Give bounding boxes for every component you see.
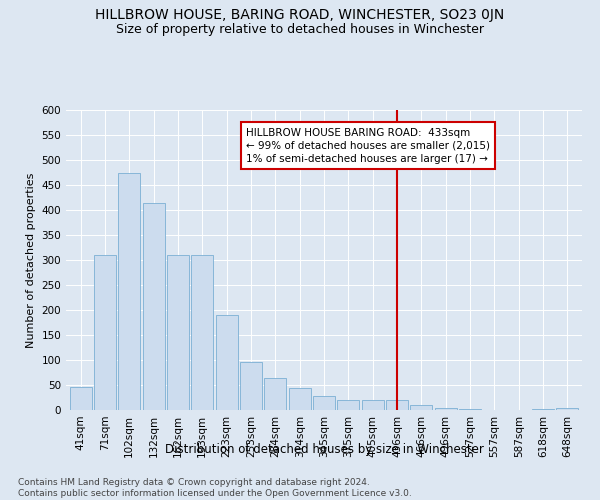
Bar bbox=[94, 255, 116, 410]
Bar bbox=[410, 405, 433, 410]
Bar bbox=[532, 409, 554, 410]
Bar bbox=[191, 255, 213, 410]
Bar bbox=[386, 400, 408, 410]
Bar bbox=[215, 315, 238, 410]
Text: HILLBROW HOUSE, BARING ROAD, WINCHESTER, SO23 0JN: HILLBROW HOUSE, BARING ROAD, WINCHESTER,… bbox=[95, 8, 505, 22]
Text: Distribution of detached houses by size in Winchester: Distribution of detached houses by size … bbox=[164, 442, 484, 456]
Bar bbox=[313, 396, 335, 410]
Bar bbox=[289, 388, 311, 410]
Y-axis label: Number of detached properties: Number of detached properties bbox=[26, 172, 36, 348]
Bar bbox=[459, 408, 481, 410]
Bar bbox=[118, 172, 140, 410]
Bar bbox=[265, 378, 286, 410]
Bar bbox=[240, 362, 262, 410]
Text: Contains HM Land Registry data © Crown copyright and database right 2024.
Contai: Contains HM Land Registry data © Crown c… bbox=[18, 478, 412, 498]
Text: HILLBROW HOUSE BARING ROAD:  433sqm
← 99% of detached houses are smaller (2,015): HILLBROW HOUSE BARING ROAD: 433sqm ← 99%… bbox=[246, 128, 490, 164]
Bar bbox=[556, 408, 578, 410]
Bar bbox=[362, 400, 383, 410]
Bar bbox=[167, 255, 189, 410]
Bar bbox=[70, 386, 92, 410]
Bar bbox=[435, 408, 457, 410]
Bar bbox=[143, 202, 164, 410]
Text: Size of property relative to detached houses in Winchester: Size of property relative to detached ho… bbox=[116, 22, 484, 36]
Bar bbox=[337, 400, 359, 410]
